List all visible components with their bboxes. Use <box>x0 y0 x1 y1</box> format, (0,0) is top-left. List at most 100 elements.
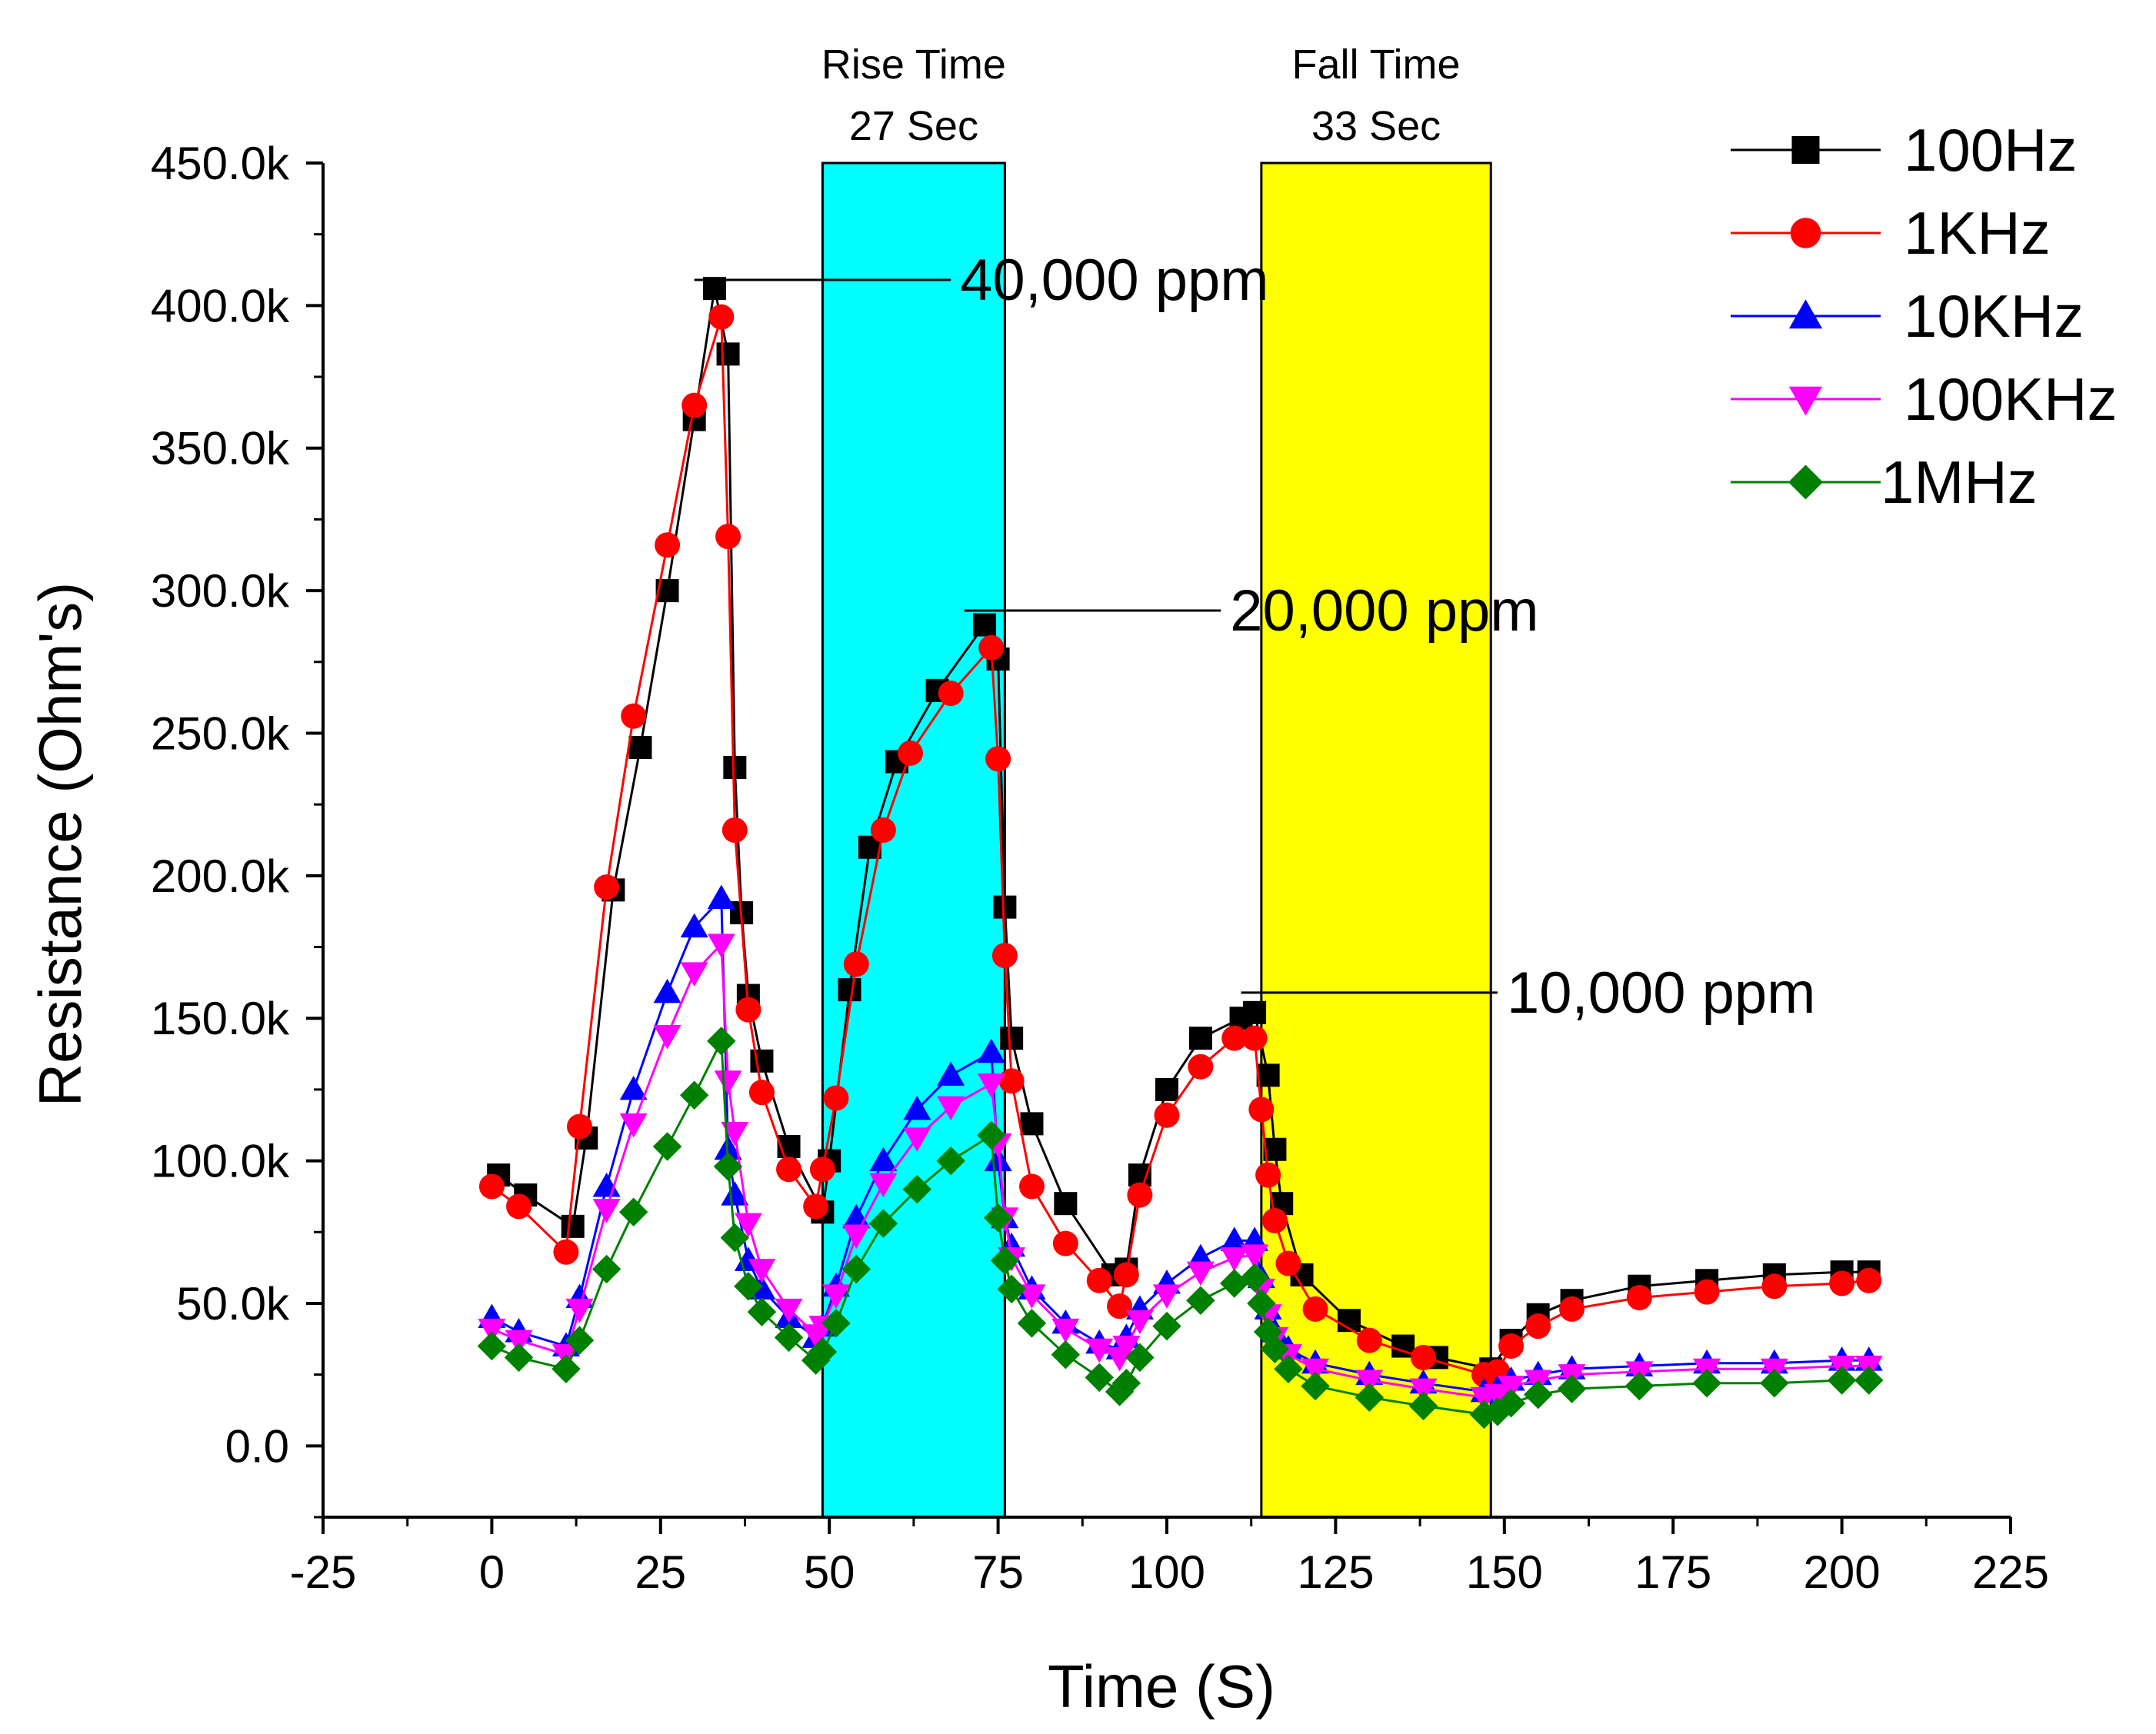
data-point-100khz <box>1125 1310 1154 1335</box>
data-point-1khz <box>991 943 1018 969</box>
legend-label: 100Hz <box>1904 116 2077 184</box>
data-point-100khz <box>869 1173 898 1198</box>
data-point-100khz <box>1085 1338 1114 1363</box>
data-point-1mhz <box>821 1309 851 1338</box>
data-point-10khz <box>680 913 708 938</box>
data-point-1khz <box>1856 1267 1882 1293</box>
data-point-1khz <box>748 1080 775 1106</box>
rise-label-line1: Rise Time <box>821 42 1006 88</box>
data-point-1khz <box>735 997 761 1023</box>
data-point-1khz <box>776 1157 802 1183</box>
data-point-10khz <box>937 1061 965 1086</box>
data-point-1khz <box>898 740 924 766</box>
data-point-1khz <box>1241 1025 1268 1051</box>
data-point-100hz <box>1188 1027 1212 1050</box>
data-point-100khz <box>1301 1358 1330 1383</box>
data-point-100khz <box>1497 1375 1525 1400</box>
data-point-1mhz <box>713 1152 743 1181</box>
data-point-1khz <box>1275 1250 1301 1276</box>
data-point-1khz <box>1829 1270 1855 1296</box>
data-point-1khz <box>478 1173 505 1200</box>
data-point-1khz <box>1261 1207 1288 1233</box>
data-point-1khz <box>681 392 708 418</box>
data-point-1khz <box>1626 1285 1652 1311</box>
data-point-1mhz <box>477 1331 507 1361</box>
data-point-10khz <box>903 1095 931 1120</box>
data-point-100khz <box>714 1070 742 1095</box>
data-point-100hz <box>1256 1063 1280 1087</box>
data-point-1mhz <box>707 1027 736 1056</box>
data-point-1khz <box>1107 1293 1133 1320</box>
data-point-1khz <box>1761 1273 1788 1300</box>
data-point-1mhz <box>1496 1388 1526 1418</box>
data-point-1khz <box>938 681 964 707</box>
data-point-100khz <box>1220 1247 1248 1272</box>
data-point-1mhz <box>1827 1366 1857 1395</box>
data-point-100khz <box>592 1199 621 1223</box>
legend-item-100khz: 100KHz <box>1731 365 2118 433</box>
data-point-1mhz <box>990 1246 1020 1276</box>
data-point-1khz <box>1188 1053 1214 1080</box>
data-point-1khz <box>1018 1173 1045 1200</box>
data-point-1mhz <box>1111 1369 1141 1398</box>
data-point-100khz <box>977 1073 1005 1098</box>
data-point-1mhz <box>565 1326 595 1355</box>
x-tick-label: 150 <box>1466 1546 1543 1598</box>
x-tick-label: 0 <box>479 1546 505 1598</box>
data-point-1mhz <box>977 1120 1006 1150</box>
data-point-1mhz <box>652 1132 682 1161</box>
y-tick-label: 350.0k <box>151 423 290 474</box>
legend-item-1mhz: 1MHz <box>1731 448 2038 516</box>
x-tick-label: 225 <box>1972 1546 2049 1598</box>
data-point-1khz <box>1255 1162 1281 1188</box>
data-point-100hz <box>973 613 997 637</box>
data-point-1mhz <box>774 1323 804 1353</box>
data-point-1mhz <box>1760 1369 1789 1398</box>
series-1khz <box>478 304 1882 1388</box>
data-point-1mhz <box>902 1174 932 1204</box>
data-point-1mhz <box>591 1254 621 1284</box>
time-regions: Rise Time 27 Sec Fall Time 33 Sec <box>821 42 1492 1519</box>
data-point-100khz <box>821 1284 850 1309</box>
data-point-10khz <box>619 1075 648 1100</box>
data-point-100hz <box>1000 1027 1024 1050</box>
data-point-1mhz <box>720 1223 750 1253</box>
data-point-1khz <box>843 951 869 977</box>
data-point-1khz <box>870 817 896 844</box>
data-point-1mhz <box>1085 1363 1114 1393</box>
data-point-1mhz <box>936 1146 965 1176</box>
legend-marker <box>1788 299 1823 329</box>
fall-label-line1: Fall Time <box>1292 42 1461 88</box>
data-point-1mhz <box>1220 1269 1249 1298</box>
data-point-1khz <box>1052 1230 1078 1256</box>
data-point-100khz <box>707 934 735 958</box>
x-axis-title: Time (S) <box>1048 1652 1275 1720</box>
data-point-1khz <box>506 1193 532 1220</box>
data-point-100khz <box>680 962 708 987</box>
legend-item-1khz: 1KHz <box>1731 199 2051 267</box>
data-point-100khz <box>1241 1244 1269 1269</box>
data-point-1mhz <box>618 1197 648 1227</box>
legend-marker <box>1791 136 1820 164</box>
data-point-1khz <box>985 746 1011 772</box>
data-point-1khz <box>1302 1296 1328 1322</box>
data-point-100khz <box>721 1122 749 1147</box>
data-point-100khz <box>505 1330 533 1355</box>
data-point-1mhz <box>504 1343 534 1373</box>
data-point-100khz <box>565 1298 594 1323</box>
data-point-1mhz <box>1247 1289 1276 1318</box>
data-point-10khz <box>869 1147 898 1172</box>
data-point-1mhz <box>983 1203 1013 1233</box>
data-point-100khz <box>1051 1318 1080 1343</box>
legend-label: 1KHz <box>1904 199 2051 267</box>
y-tick-label: 150.0k <box>151 993 290 1044</box>
data-point-1khz <box>655 532 681 558</box>
data-point-1mhz <box>1152 1311 1181 1341</box>
y-tick-label: 250.0k <box>151 707 290 759</box>
data-point-1mhz <box>1301 1371 1330 1401</box>
data-point-100khz <box>1186 1261 1215 1286</box>
data-point-1khz <box>998 1068 1025 1094</box>
y-tick-label: 100.0k <box>151 1136 290 1187</box>
data-point-1khz <box>823 1085 849 1111</box>
fall-label-line2: 33 Sec <box>1311 103 1441 149</box>
